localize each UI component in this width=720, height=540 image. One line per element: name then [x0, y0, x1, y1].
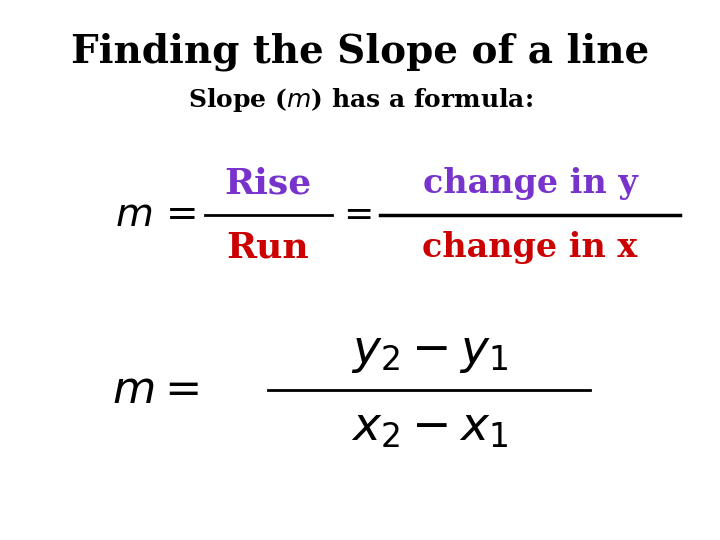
Text: $m$ =: $m$ =	[115, 197, 196, 233]
Text: change in x: change in x	[423, 231, 638, 264]
Text: =: =	[343, 198, 373, 232]
Text: Run: Run	[227, 230, 310, 264]
Text: change in y: change in y	[423, 166, 637, 199]
Text: $y_2 - y_1$: $y_2 - y_1$	[351, 329, 508, 375]
Text: $x_2 - x_1$: $x_2 - x_1$	[351, 406, 508, 451]
Text: $m =$: $m =$	[112, 368, 198, 411]
Text: Finding the Slope of a line: Finding the Slope of a line	[71, 33, 649, 71]
Text: Slope ($\mathit{m}$) has a formula:: Slope ($\mathit{m}$) has a formula:	[187, 86, 533, 114]
Text: Rise: Rise	[225, 166, 312, 200]
